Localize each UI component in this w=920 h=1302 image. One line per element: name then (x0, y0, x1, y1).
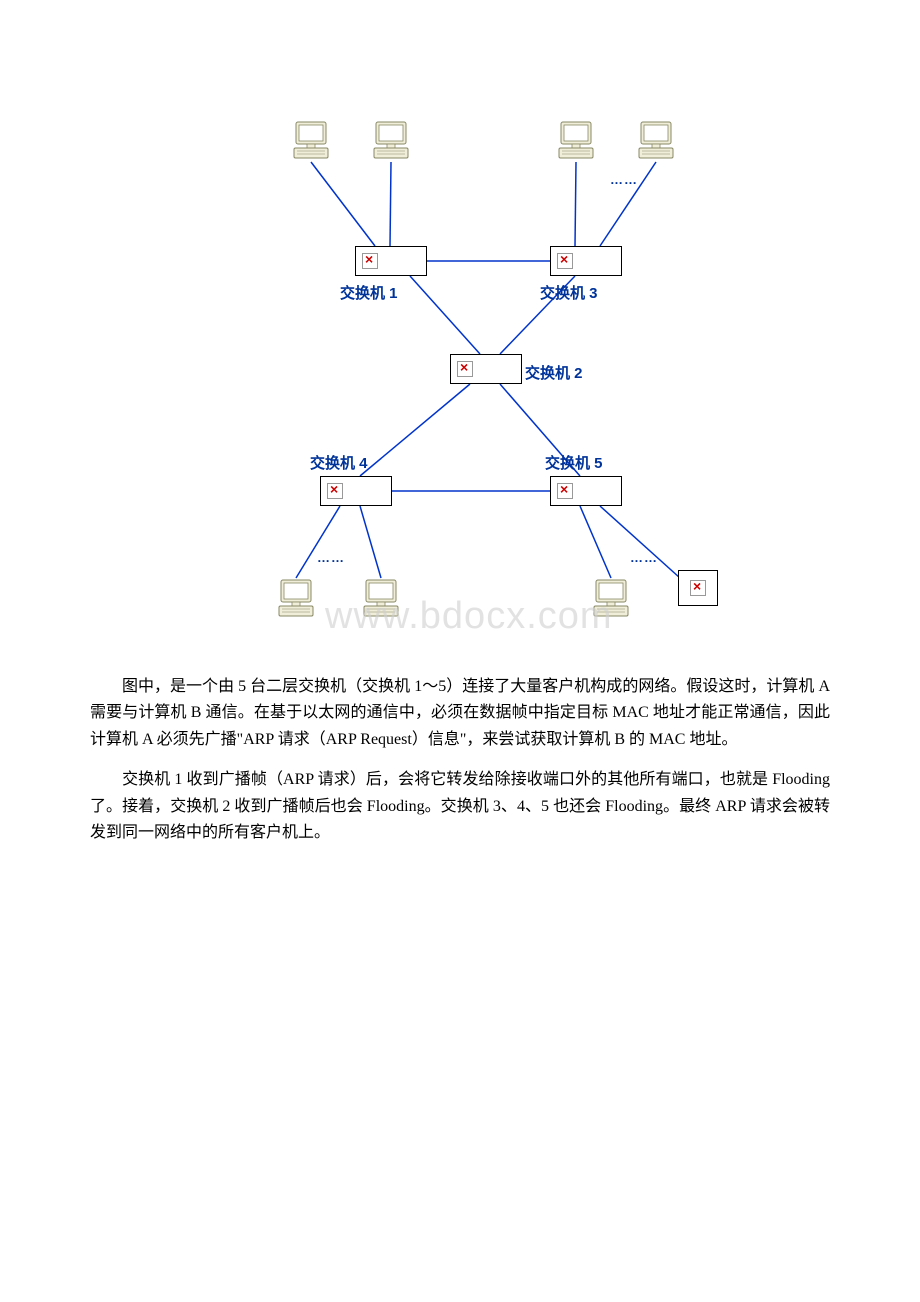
ellipsis-dots: …… (630, 550, 658, 565)
switch-box (355, 246, 427, 276)
computer-icon (590, 578, 632, 620)
switch-label: 交换机 3 (540, 282, 598, 303)
broken-image-icon (557, 483, 573, 499)
switch-label: 交换机 4 (310, 452, 368, 473)
switch-box (550, 246, 622, 276)
broken-image-icon (457, 361, 473, 377)
computer-icon (290, 120, 332, 162)
paragraph-1: 图中，是一个由 5 台二层交换机（交换机 1～5）连接了大量客户机构成的网络。假… (90, 674, 830, 753)
switch-box (320, 476, 392, 506)
broken-image-icon (327, 483, 343, 499)
broken-image-icon (557, 253, 573, 269)
paragraph-2: 交换机 1 收到广播帧（ARP 请求）后，会将它转发给除接收端口外的其他所有端口… (90, 767, 830, 846)
switch-box (450, 354, 522, 384)
switch-label: 交换机 2 (525, 362, 583, 383)
switch-label: 交换机 1 (340, 282, 398, 303)
paragraph-2-text: 交换机 1 收到广播帧（ARP 请求）后，会将它转发给除接收端口外的其他所有端口… (90, 771, 830, 841)
broken-image-icon (690, 580, 706, 596)
computer-icon (370, 120, 412, 162)
switch-box (550, 476, 622, 506)
computer-icon (635, 120, 677, 162)
computer-icon (555, 120, 597, 162)
network-diagram: 交换机 1交换机 3交换机 2交换机 4交换机 5 ……………… www.bdo… (180, 100, 740, 660)
computer-icon (275, 578, 317, 620)
paragraph-1-text: 图中，是一个由 5 台二层交换机（交换机 1～5）连接了大量客户机构成的网络。假… (90, 678, 830, 748)
ellipsis-dots: …… (610, 172, 638, 187)
ellipsis-dots: …… (317, 550, 345, 565)
computer-icon (360, 578, 402, 620)
switch-label: 交换机 5 (545, 452, 603, 473)
broken-image-box (678, 570, 718, 606)
broken-image-icon (362, 253, 378, 269)
